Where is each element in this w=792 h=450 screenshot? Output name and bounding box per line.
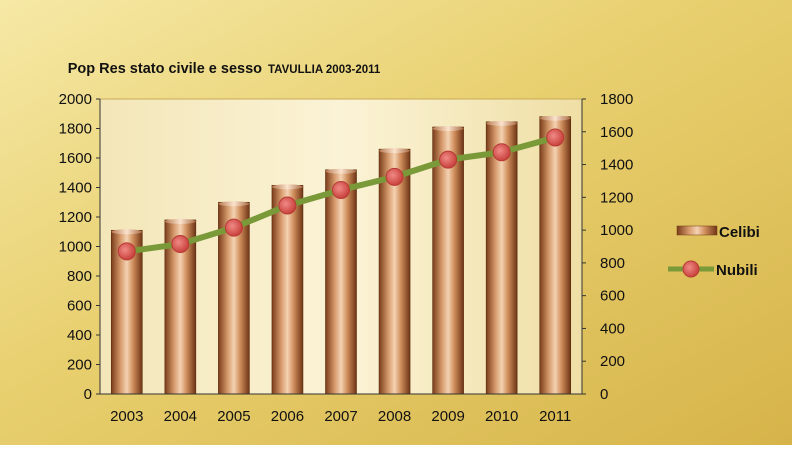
marker-nubili-2007	[332, 180, 350, 199]
right-tick-label: 400	[600, 320, 625, 337]
left-tick-label: 600	[67, 298, 92, 315]
x-tick-label: 2006	[271, 408, 304, 425]
bar-top	[111, 229, 143, 235]
legend-item-nubili: Nubili	[668, 260, 758, 279]
bar-body	[485, 121, 518, 395]
right-tick-label: 1400	[600, 157, 633, 174]
bar-top	[271, 184, 303, 190]
bar-2006	[271, 184, 304, 395]
bar-body	[325, 169, 357, 395]
left-tick-label: 1800	[59, 121, 92, 138]
right-tick-label: 0	[600, 386, 608, 403]
left-tick-label: 400	[67, 327, 92, 344]
marker-nubili-2011	[546, 128, 565, 147]
x-tick-label: 2009	[431, 408, 464, 425]
legend-swatch-celibi	[676, 225, 718, 236]
legend: Celibi Nubili	[668, 224, 760, 279]
bar-2007	[325, 168, 357, 395]
left-tick-label: 0	[84, 386, 92, 403]
right-tick-label: 1800	[600, 91, 633, 108]
x-tick-label: 2010	[485, 408, 518, 425]
bar-top	[218, 201, 250, 207]
x-tick-label: 2008	[378, 408, 411, 425]
left-tick-label: 800	[67, 268, 92, 285]
x-tick-label: 2011	[539, 408, 571, 425]
bar-top	[432, 126, 464, 132]
bar-2010	[485, 120, 518, 395]
bar-top	[539, 115, 571, 121]
chart-title-suffix: TAVULLIA 2003-2011	[268, 64, 381, 76]
bar-body	[271, 184, 304, 395]
marker-nubili-2004	[171, 235, 190, 254]
right-tick-label: 600	[600, 288, 625, 305]
bar-top	[164, 218, 196, 224]
legend-label-celibi: Celibi	[719, 224, 760, 241]
chart-title: Pop Res stato civile e sesso	[68, 61, 262, 77]
bar-top	[325, 168, 357, 174]
marker-nubili-2006	[278, 196, 297, 215]
left-tick-label: 1600	[59, 150, 92, 167]
bar-2009	[432, 126, 464, 395]
marker-nubili-2005	[224, 218, 243, 237]
right-tick-label: 800	[600, 255, 625, 272]
right-tick-label: 1600	[600, 124, 633, 141]
right-tick-label: 1200	[600, 189, 633, 206]
left-tick-label: 2000	[59, 91, 92, 108]
bar-body	[539, 116, 572, 395]
left-tick-label: 1000	[59, 239, 92, 256]
bar-2011	[539, 115, 572, 395]
x-tick-label: 2007	[324, 408, 357, 425]
marker-nubili-2003	[117, 242, 136, 261]
legend-item-celibi: Celibi	[676, 224, 760, 241]
bars-layer	[110, 115, 572, 395]
bar-2008	[378, 148, 411, 395]
axes-layer: 0 200 400 600 800 1000 1200 1400 1600 1800 2000 0 20…	[59, 91, 634, 425]
x-tick-label: 2003	[110, 408, 143, 425]
line-layer	[117, 128, 565, 261]
marker-nubili-2010	[492, 143, 511, 162]
marker-nubili-2009	[439, 150, 458, 169]
marker-nubili-2008	[385, 167, 404, 186]
right-tick-label: 200	[600, 353, 625, 370]
bar-top	[379, 148, 411, 154]
bar-top	[486, 120, 518, 126]
x-tick-label: 2005	[217, 408, 250, 425]
legend-marker-nubili	[682, 260, 700, 278]
left-tick-label: 1200	[59, 209, 92, 226]
right-tick-label: 1000	[600, 222, 633, 239]
left-tick-label: 200	[67, 357, 92, 374]
bar-body	[432, 126, 464, 395]
legend-label-nubili: Nubili	[716, 262, 758, 279]
left-tick-label: 1400	[59, 180, 92, 197]
x-tick-label: 2004	[164, 408, 197, 425]
bar-body	[378, 148, 411, 395]
